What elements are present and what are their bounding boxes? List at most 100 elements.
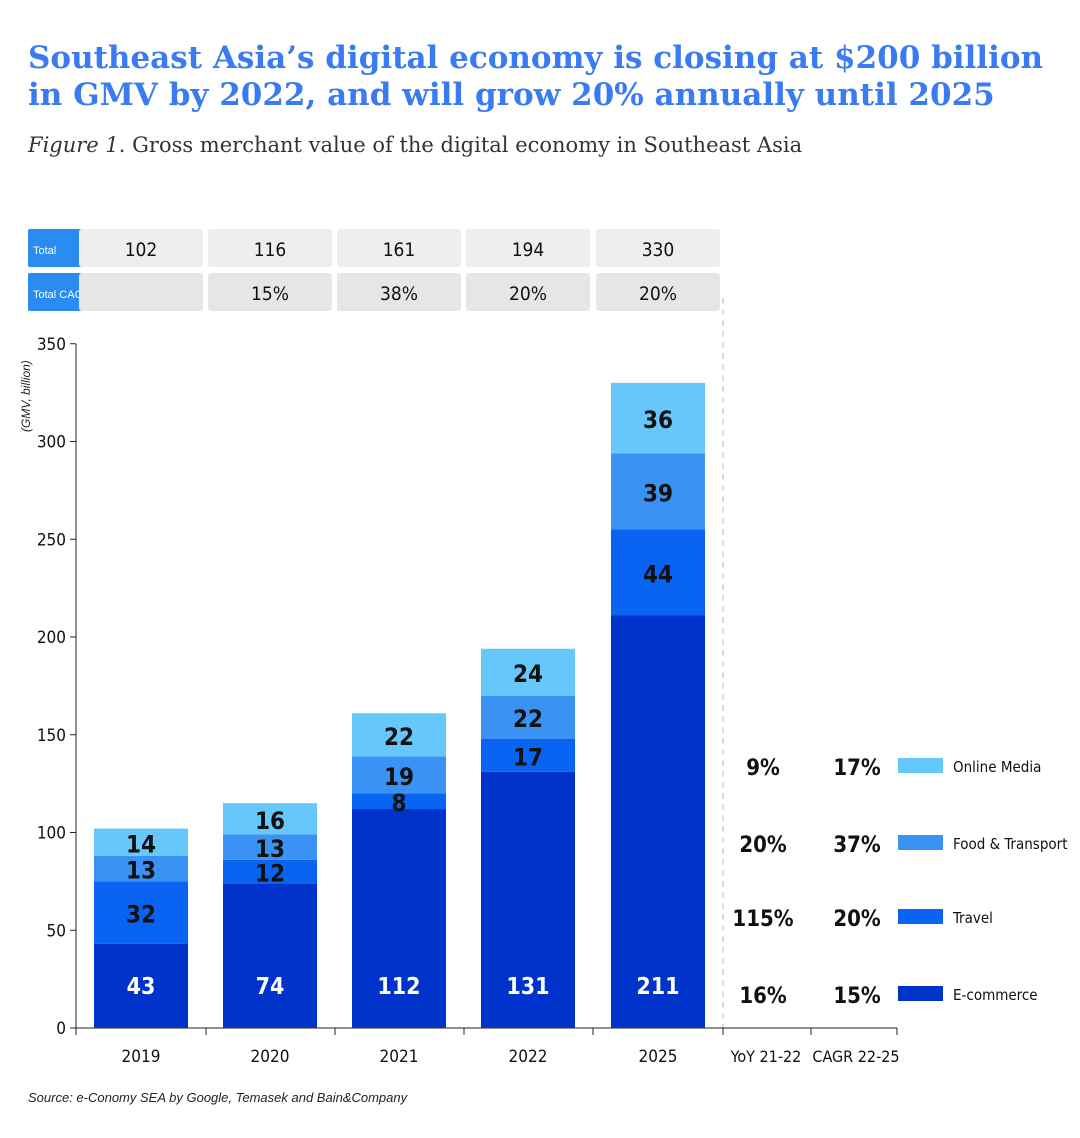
bar-segment: [223, 883, 317, 1028]
data-label: 8: [391, 789, 406, 817]
total-row-label: Total: [33, 245, 56, 257]
y-tick-label: 250: [37, 530, 66, 550]
legend-label: Travel: [952, 909, 993, 927]
total-row-label-bg: [28, 229, 88, 267]
data-label: 13: [255, 835, 285, 863]
y-tick-label: 200: [37, 628, 66, 648]
bar-segment: [352, 713, 446, 757]
total-cell-bg: [466, 229, 590, 267]
chart-title: Southeast Asia’s digital economy is clos…: [28, 40, 1044, 113]
bar-segment: [94, 943, 188, 1028]
yoy-value: 20%: [739, 833, 787, 858]
cagr-cell-bg: [466, 273, 590, 311]
total-value: 194: [512, 239, 545, 261]
data-label: 24: [513, 660, 543, 688]
y-tick-label: 350: [37, 335, 66, 355]
legend-swatch: [898, 986, 943, 1001]
total-value: 330: [642, 239, 675, 261]
cagr-series-value: 17%: [833, 756, 881, 781]
total-cell-bg: [79, 229, 203, 267]
figure-number: Figure 1.: [28, 133, 126, 157]
bar-segment: [223, 859, 317, 884]
data-label: 22: [513, 705, 543, 733]
cagr-value: 20%: [639, 283, 677, 305]
legend-label: Online Media: [953, 758, 1041, 776]
bar-segment: [611, 453, 705, 530]
bar-segment: [611, 529, 705, 616]
bar-segment: [481, 738, 575, 772]
data-label: 131: [506, 974, 549, 1000]
x-tick-label: 2020: [251, 1047, 290, 1067]
cagr-series-value: 15%: [833, 984, 881, 1009]
total-value: 161: [383, 239, 416, 261]
data-label: 32: [126, 901, 156, 929]
bar-segment: [223, 834, 317, 860]
legend-label: Food & Transport: [953, 835, 1068, 853]
bar-segment: [481, 648, 575, 696]
total-cell-bg: [337, 229, 461, 267]
data-label: 16: [255, 807, 285, 835]
legend-swatch: [898, 758, 943, 773]
bar-segment: [611, 615, 705, 1028]
cagr-cell-bg: [208, 273, 332, 311]
data-label: 22: [384, 723, 414, 751]
y-axis-label: (GMV, billion): [19, 360, 33, 432]
data-label: 43: [127, 974, 156, 1000]
data-label: 112: [377, 974, 420, 1000]
cagr-cell-bg: [79, 273, 203, 311]
source-note: Source: e-Conomy SEA by Google, Temasek …: [28, 1090, 408, 1105]
data-label: 39: [643, 479, 673, 507]
x-tick-label: 2021: [380, 1047, 419, 1067]
total-cell-bg: [596, 229, 720, 267]
data-label: 19: [384, 763, 414, 791]
cagr-series-value: 20%: [833, 907, 881, 932]
data-label: 44: [643, 560, 673, 588]
legend-swatch: [898, 835, 943, 850]
data-label: 12: [255, 860, 285, 888]
bar-segment: [94, 828, 188, 856]
yoy-value: 115%: [732, 907, 793, 932]
bar-segment: [352, 756, 446, 794]
cagr-cell-bg: [337, 273, 461, 311]
bar-segment: [481, 695, 575, 739]
bar-segment: [611, 382, 705, 454]
data-label: 36: [643, 406, 673, 434]
yoy-value: 16%: [739, 984, 787, 1009]
data-label: 211: [636, 974, 679, 1000]
bar-segment: [481, 771, 575, 1028]
yoy-value: 9%: [746, 756, 780, 781]
data-label: 17: [513, 743, 543, 771]
legend-label: E-commerce: [953, 986, 1038, 1004]
data-label: 14: [126, 830, 156, 858]
y-tick-label: 150: [37, 726, 66, 746]
figure-caption: Gross merchant value of the digital econ…: [132, 133, 803, 157]
bar-segment: [352, 793, 446, 810]
cagr-series-value: 37%: [833, 833, 881, 858]
y-tick-label: 50: [47, 921, 66, 941]
bar-segment: [94, 855, 188, 882]
total-value: 116: [254, 239, 287, 261]
x-tick-label: 2025: [639, 1047, 678, 1067]
total-cell-bg: [208, 229, 332, 267]
cagr-row-label-bg: [28, 273, 88, 311]
legend-swatch: [898, 909, 943, 924]
yoy-column-label: YoY 21-22: [730, 1047, 802, 1066]
cagr-cell-bg: [596, 273, 720, 311]
cagr-value: 38%: [380, 283, 418, 305]
y-tick-label: 0: [56, 1019, 66, 1039]
cagr-row-label: Total CAGR: [33, 289, 91, 301]
bar-segment: [94, 881, 188, 944]
x-tick-label: 2019: [122, 1047, 161, 1067]
x-tick-label: 2022: [509, 1047, 548, 1067]
cagr-column-label: CAGR 22-25: [812, 1047, 899, 1066]
y-tick-label: 300: [37, 433, 66, 453]
cagr-value: 15%: [251, 283, 289, 305]
total-value: 102: [125, 239, 158, 261]
bar-segment: [352, 809, 446, 1028]
data-label: 74: [256, 974, 285, 1000]
data-label: 13: [126, 857, 156, 885]
cagr-value: 20%: [509, 283, 547, 305]
bar-segment: [223, 803, 317, 835]
y-tick-label: 100: [37, 824, 66, 844]
